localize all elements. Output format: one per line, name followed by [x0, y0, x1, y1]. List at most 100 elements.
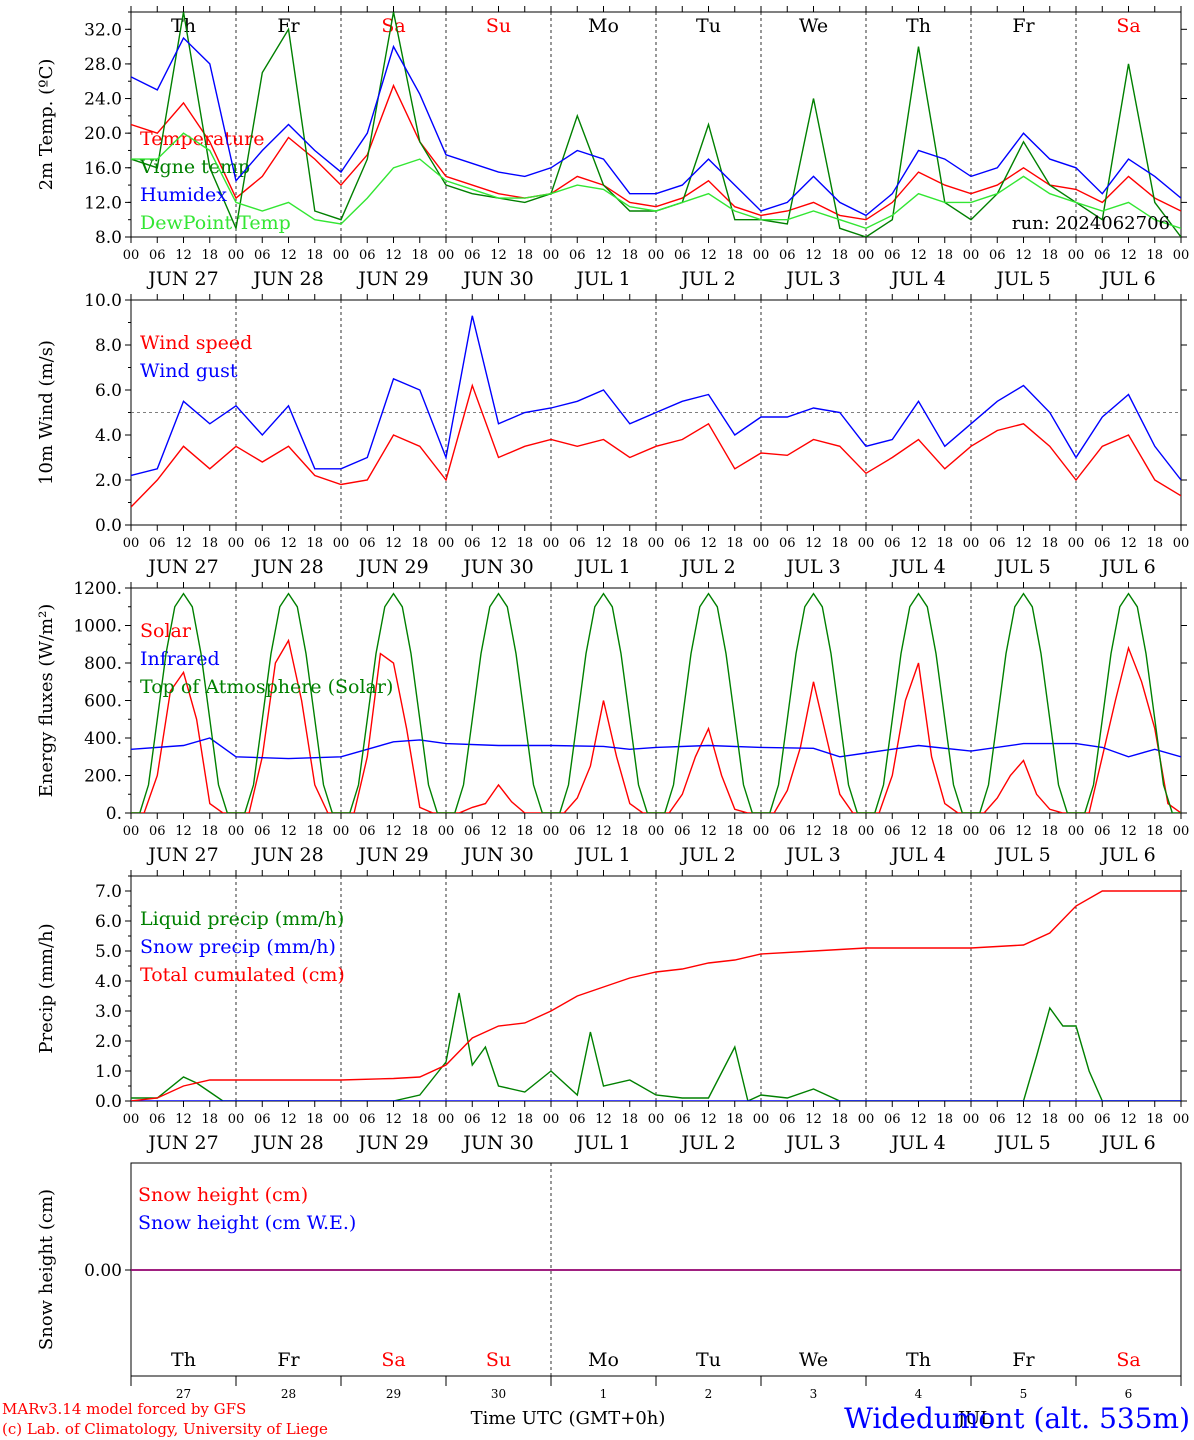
x-hour-label: 06: [884, 536, 901, 551]
x-date-label: JUL 2: [679, 1132, 735, 1154]
x-hour-label: 06: [149, 248, 166, 263]
y-tick-label: 400.: [84, 729, 122, 749]
x-hour-label: 00: [1068, 536, 1085, 551]
x-hour-label: 12: [910, 536, 927, 551]
x-hour-label: 18: [1146, 248, 1163, 263]
x-date-label: JUN 28: [251, 1132, 323, 1154]
x-hour-label: 00: [963, 1112, 980, 1127]
y-tick-label: 1000.: [73, 617, 122, 637]
x-hour-label: 12: [280, 536, 297, 551]
y-tick-label: 3.0: [95, 1002, 122, 1022]
x-hour-label: 00: [753, 1112, 770, 1127]
x-date-label: JUL 1: [574, 1132, 630, 1154]
x-hour-label: 00: [648, 248, 665, 263]
x-hour-label: 06: [359, 536, 376, 551]
y-tick-label: 6.0: [95, 381, 122, 401]
x-hour-label: 06: [674, 824, 691, 839]
x-hour-label: 12: [805, 1112, 822, 1127]
x-hour-label: 12: [805, 248, 822, 263]
x-hour-label: 06: [989, 824, 1006, 839]
x-hour-label: 06: [254, 536, 271, 551]
series-line-solar: [131, 638, 1181, 813]
x-hour-label: 06: [149, 824, 166, 839]
y-axis-label: Snow height (cm): [36, 1189, 57, 1350]
x-day-number: 27: [176, 1387, 191, 1401]
x-hour-label: 12: [910, 824, 927, 839]
x-hour-label: 06: [989, 1112, 1006, 1127]
x-hour-label: 00: [333, 536, 350, 551]
x-day-number: 4: [915, 1387, 923, 1401]
x-date-label: JUN 29: [356, 556, 428, 578]
x-hour-label: 06: [569, 248, 586, 263]
weekday-label: Fr: [1012, 15, 1035, 37]
y-tick-label: 0.0: [95, 516, 122, 536]
x-hour-label: 12: [595, 248, 612, 263]
weekday-label: Th: [906, 1349, 931, 1371]
x-date-label: JUL 6: [1099, 268, 1155, 290]
x-hour-label: 12: [595, 824, 612, 839]
weekday-label: Mo: [588, 15, 619, 37]
x-hour-label: 06: [254, 248, 271, 263]
x-hour-label: 12: [490, 536, 507, 551]
x-day-number: 28: [281, 1387, 296, 1401]
x-hour-label: 00: [648, 1112, 665, 1127]
x-month-label: JUL: [956, 1408, 992, 1429]
x-date-label: JUL 5: [994, 556, 1050, 578]
x-hour-label: 00: [228, 536, 245, 551]
y-tick-label: 200.: [84, 767, 122, 787]
x-hour-label: 06: [254, 824, 271, 839]
y-tick-label: 4.0: [95, 426, 122, 446]
x-date-label: JUN 28: [251, 268, 323, 290]
series-line-dewpoint-temp: [131, 132, 1181, 230]
x-hour-label: 18: [201, 248, 218, 263]
y-tick-label: 5.0: [95, 942, 122, 962]
x-hour-label: 00: [963, 248, 980, 263]
x-hour-label: 06: [1094, 248, 1111, 263]
weekday-label: Fr: [1012, 1349, 1035, 1371]
legend-entry: Snow height (cm W.E.): [138, 1212, 356, 1234]
legend-entry: Solar: [140, 620, 192, 642]
x-date-label: JUL 1: [574, 844, 630, 866]
x-hour-label: 00: [123, 536, 140, 551]
x-hour-label: 06: [464, 824, 481, 839]
x-day-number: 30: [491, 1387, 506, 1401]
series-line-wind-gust: [131, 315, 1181, 481]
x-hour-label: 12: [1015, 248, 1032, 263]
y-tick-label: 2.0: [95, 471, 122, 491]
y-axis-label: Energy fluxes (W/m²): [36, 604, 57, 798]
x-hour-label: 00: [858, 248, 875, 263]
x-hour-label: 00: [858, 824, 875, 839]
x-day-number: 29: [386, 1387, 401, 1401]
x-hour-label: 18: [831, 536, 848, 551]
x-hour-label: 18: [831, 824, 848, 839]
x-hour-label: 06: [464, 536, 481, 551]
model-credit: MARv3.14 model forced by GFS: [2, 1400, 246, 1418]
y-tick-label: 0.: [106, 804, 122, 824]
y-axis-label: 10m Wind (m/s): [36, 340, 57, 485]
x-hour-label: 12: [385, 824, 402, 839]
y-tick-label: 600.: [84, 692, 122, 712]
weekday-label: Th: [906, 15, 931, 37]
x-date-label: JUL 2: [679, 556, 735, 578]
x-hour-label: 18: [1041, 248, 1058, 263]
x-date-label: JUN 30: [461, 1132, 533, 1154]
series-line-wind-speed: [131, 383, 1181, 508]
panel-1: 0.0 2.0 4.0 6.0 8.0 10.0 10m Wind (m/s) 00 06 12 1…: [36, 291, 1189, 578]
x-hour-label: 18: [411, 1112, 428, 1127]
legend-entry: Vigne temp: [139, 156, 250, 178]
x-hour-label: 12: [1120, 1112, 1137, 1127]
x-hour-label: 18: [936, 536, 953, 551]
x-hour-label: 18: [411, 824, 428, 839]
x-hour-label: 12: [1015, 1112, 1032, 1127]
x-hour-label: 12: [595, 1112, 612, 1127]
legend-entry: Top of Atmosphere (Solar): [140, 676, 393, 698]
x-hour-label: 18: [201, 1112, 218, 1127]
weekday-label: Th: [171, 1349, 196, 1371]
weekday-label: Mo: [588, 1349, 619, 1371]
legend-entry: Snow precip (mm/h): [140, 936, 336, 958]
x-hour-label: 18: [621, 824, 638, 839]
x-day-number: 3: [810, 1387, 818, 1401]
x-date-label: JUL 3: [784, 844, 840, 866]
x-hour-label: 12: [805, 536, 822, 551]
